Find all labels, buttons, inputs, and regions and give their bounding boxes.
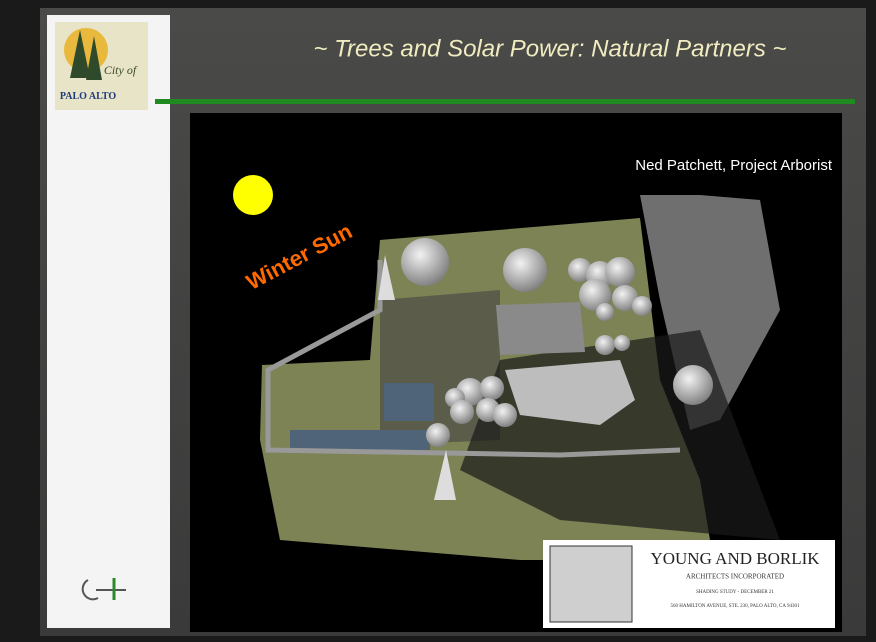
- tree: [596, 303, 614, 321]
- firm-name: YOUNG AND BORLIK: [650, 549, 820, 568]
- tree: [493, 403, 517, 427]
- firm-address: 560 HAMILTON AVENUE, STE. 230, PALO ALTO…: [671, 604, 800, 609]
- house: [496, 302, 585, 355]
- page: City of PALO ALTO ~ Trees and Solar Powe…: [0, 0, 876, 642]
- sun: [233, 175, 273, 215]
- tree: [605, 257, 635, 287]
- slide: City of PALO ALTO ~ Trees and Solar Powe…: [0, 0, 876, 642]
- firm-subtitle: ARCHITECTS INCORPORATED: [686, 573, 784, 581]
- tree: [450, 400, 474, 424]
- tree: [595, 335, 615, 355]
- tree: [401, 238, 449, 286]
- pool: [290, 430, 430, 450]
- logo-text: City of: [104, 63, 138, 77]
- tree: [614, 335, 630, 351]
- pool: [384, 383, 434, 421]
- tree: [503, 248, 547, 292]
- firm-study: SHADING STUDY - DECEMBER 21: [696, 590, 774, 595]
- slide-title: ~ Trees and Solar Power: Natural Partner…: [313, 35, 786, 62]
- firm-sketch: [550, 546, 632, 622]
- credit: Ned Patchett, Project Arborist: [635, 157, 833, 174]
- tree: [673, 365, 713, 405]
- tree: [480, 376, 504, 400]
- tree: [632, 296, 652, 316]
- tree: [426, 423, 450, 447]
- logo-text: PALO ALTO: [60, 91, 116, 102]
- divider: [155, 99, 855, 104]
